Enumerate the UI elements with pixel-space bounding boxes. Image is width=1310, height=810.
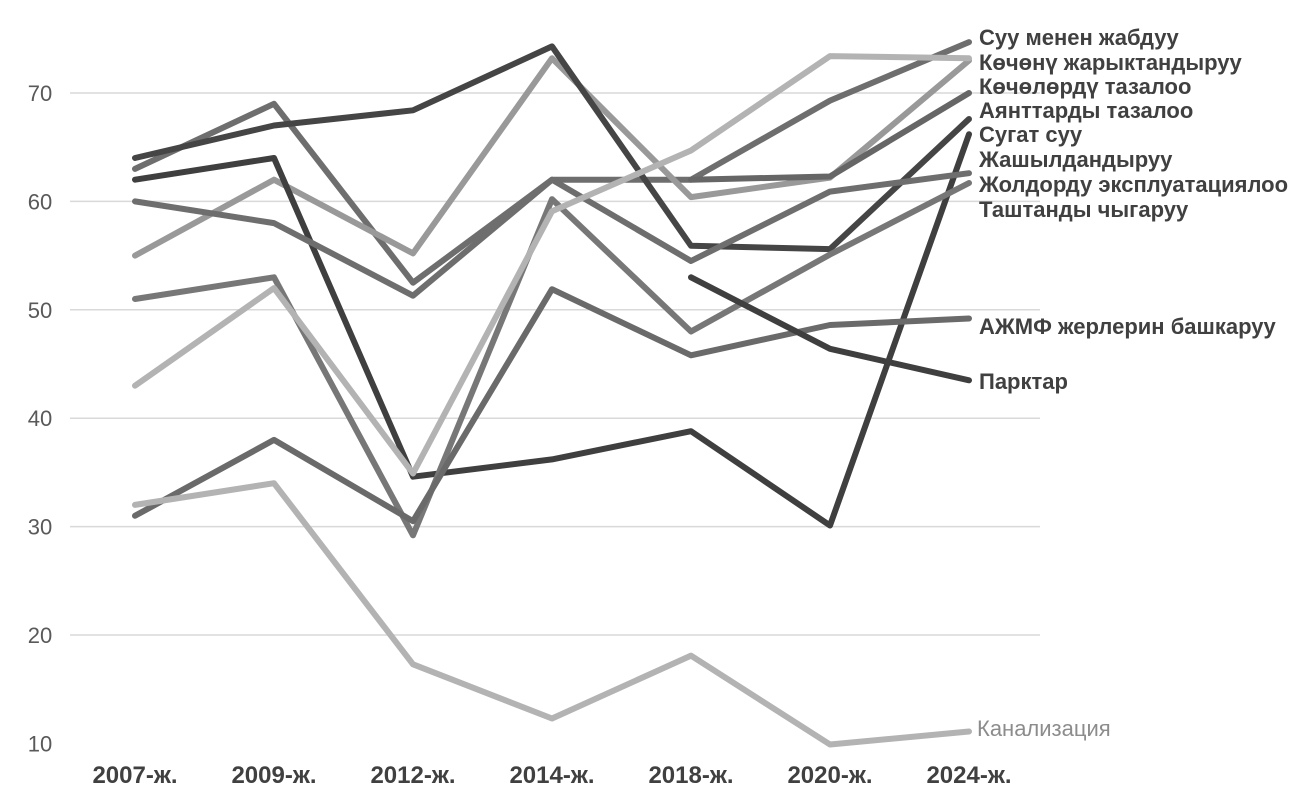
y-tick-label: 60 [28, 189, 52, 214]
x-tick-label: 2014-ж. [509, 762, 594, 789]
series-label: Көчөлөрдү тазалоо [979, 74, 1191, 99]
series-label: АЖМФ жерлерин башкаруу [979, 314, 1276, 339]
series-label: Парктар [979, 369, 1068, 394]
series-line [132, 43, 972, 253]
y-tick-label: 70 [28, 81, 52, 106]
series-line [132, 286, 972, 525]
series-line [132, 180, 972, 539]
x-axis-ticks: 2007-ж. 2009-ж. 2012-ж. 2014-ж. 2018-ж. 2020-… [92, 762, 1011, 789]
series-line [688, 90, 972, 183]
x-tick-label: 2012-ж. [370, 762, 455, 789]
series-line [132, 131, 972, 529]
series-line [132, 480, 972, 748]
x-tick-label: 2007-ж. [92, 762, 177, 789]
y-tick-label: 30 [28, 515, 52, 540]
series-label: Таштанды чыгаруу [979, 197, 1189, 222]
series-label: Канализация [977, 716, 1111, 741]
series-line [688, 274, 972, 384]
y-tick-label: 20 [28, 623, 52, 648]
series-label: Көчөнү жарыктандыруу [979, 50, 1242, 75]
x-tick-label: 2020-ж. [787, 762, 872, 789]
y-tick-label: 10 [28, 731, 52, 756]
series-line [132, 170, 972, 299]
y-axis-ticks: 10 20 30 40 50 60 70 [28, 81, 52, 756]
series-lines [132, 39, 972, 748]
y-tick-label: 40 [28, 406, 52, 431]
series-label: Жолдорду эксплуатациялоо [978, 172, 1288, 197]
series-label: Суу менен жабдуу [979, 25, 1180, 50]
series-line [132, 53, 972, 477]
y-tick-label: 50 [28, 298, 52, 323]
series-label: Аянттарды тазалоо [979, 98, 1193, 123]
series-label: Сугат суу [979, 122, 1083, 147]
x-tick-label: 2009-ж. [231, 762, 316, 789]
series-line [132, 55, 972, 259]
x-tick-label: 2018-ж. [648, 762, 733, 789]
series-label: Жашылдандыруу [978, 147, 1173, 172]
x-tick-label: 2024-ж. [926, 762, 1011, 789]
